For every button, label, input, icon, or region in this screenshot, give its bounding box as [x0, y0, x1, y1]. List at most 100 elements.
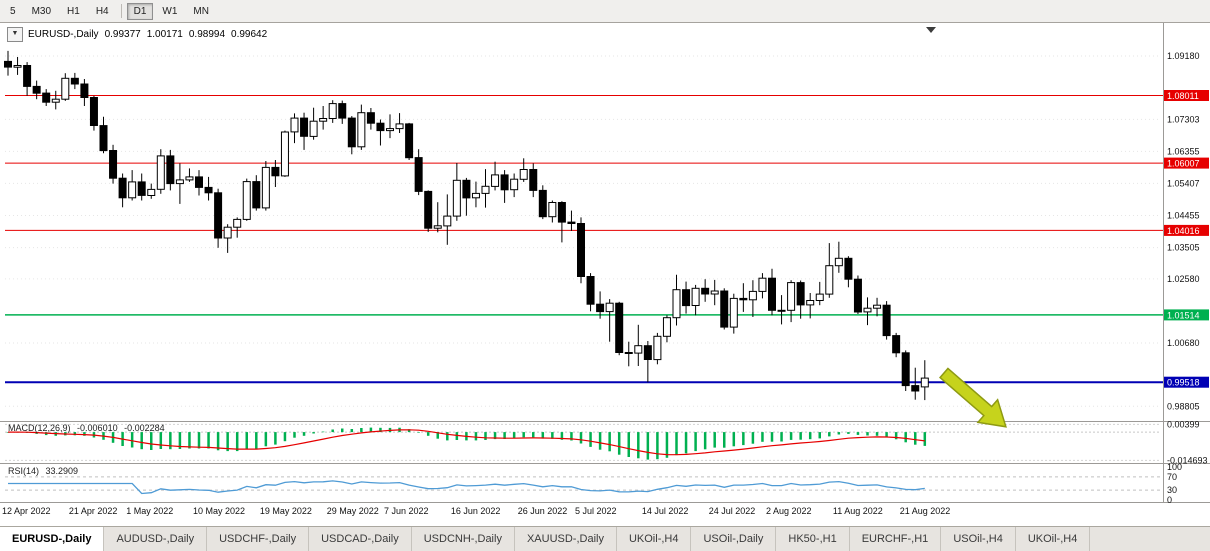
tab-xauusd-daily[interactable]: XAUUSD-,Daily — [514, 527, 617, 551]
tab-eurusd-daily[interactable]: EURUSD-,Daily — [0, 527, 105, 551]
date-axis-label: 21 Aug 2022 — [900, 506, 951, 516]
candle-body — [175, 179, 184, 185]
macd-histogram-bar — [235, 432, 239, 452]
one-click-trading-button[interactable]: ▼ — [7, 27, 23, 42]
candle-body — [166, 155, 175, 185]
macd-name: MACD(12,26,9) — [8, 423, 71, 433]
tab-ukoil-h4-2[interactable]: UKOil-,H4 — [1015, 527, 1091, 551]
date-axis-label: 24 Jul 2022 — [709, 506, 756, 516]
macd-histogram-bar — [178, 432, 182, 449]
tab-audusd-daily[interactable]: AUDUSD-,Daily — [104, 527, 208, 551]
date-axis-label: 29 May 2022 — [327, 506, 379, 516]
chart-panel[interactable]: 1.09180 1.07303 1.06355 1.05407 1.04455 1.035… — [0, 23, 1210, 527]
timeframe-toolbar: 5 M30 H1 H4 D1 W1 MN — [0, 0, 1210, 23]
resistance-price-tag — [1164, 90, 1209, 101]
candle-body — [873, 304, 882, 309]
candle-body — [720, 290, 729, 328]
timeframe-button-m30[interactable]: M30 — [31, 5, 52, 17]
date-axis-label: 19 May 2022 — [260, 506, 312, 516]
macd-histogram-bar — [274, 432, 277, 445]
date-axis-label: 5 Jul 2022 — [575, 506, 617, 516]
candle-body — [653, 335, 662, 361]
candle-body — [605, 302, 614, 313]
macd-histogram-bar — [83, 432, 86, 436]
date-axis-label: 12 Apr 2022 — [2, 506, 51, 516]
candle-body — [252, 181, 261, 209]
macd-histogram-bar — [446, 432, 449, 441]
candle-body — [834, 257, 843, 267]
candle-body — [328, 103, 337, 119]
price-axis-label: 1.05407 — [1167, 178, 1200, 188]
resistance-price-tag-label: 1.08011 — [1167, 91, 1199, 101]
macd-main-value: -0.006010 — [77, 423, 118, 433]
price-axis-label: 1.00680 — [1167, 338, 1200, 348]
candle-body — [357, 112, 366, 148]
timeframe-button-h4[interactable]: H4 — [95, 5, 109, 17]
chart-canvas[interactable]: 1.09180 1.07303 1.06355 1.05407 1.04455 1.035… — [0, 23, 1210, 527]
toolbar-separator — [120, 4, 122, 18]
macd-histogram-bar — [904, 432, 907, 443]
macd-histogram-bar — [150, 432, 153, 450]
macd-histogram-bar — [684, 432, 688, 454]
timeframe-button-d1[interactable]: D1 — [126, 2, 154, 20]
macd-histogram-bar — [541, 432, 545, 439]
candle-body — [777, 309, 786, 312]
tab-usdcnh-daily[interactable]: USDCNH-,Daily — [411, 527, 515, 551]
candle-body — [242, 181, 251, 220]
candle-body — [901, 352, 910, 387]
candle-body — [300, 117, 309, 137]
tab-eurchf-h1[interactable]: EURCHF-,H1 — [849, 527, 942, 551]
timeframe-button-h1[interactable]: H1 — [67, 5, 80, 17]
candle-body — [309, 120, 318, 137]
price-axis-label: 1.09180 — [1167, 51, 1200, 61]
tab-usdchf-daily[interactable]: USDCHF-,Daily — [207, 527, 310, 551]
macd-histogram-bar — [512, 432, 516, 439]
macd-histogram-bar — [847, 432, 850, 434]
macd-histogram-bar — [264, 432, 268, 447]
tab-ukoil-h4[interactable]: UKOil-,H4 — [616, 527, 692, 551]
macd-histogram-bar — [694, 432, 697, 452]
candle-body — [481, 185, 490, 194]
candle-body — [557, 202, 566, 223]
candle-body — [261, 166, 270, 209]
candle-body — [214, 192, 223, 239]
date-axis-label: 16 Jun 2022 — [451, 506, 501, 516]
tab-usdcad-daily[interactable]: USDCAD-,Daily — [309, 527, 412, 551]
candle-body — [156, 155, 165, 190]
candle-body — [758, 277, 767, 292]
rsi-indicator-label: RSI(14) 33.2909 — [8, 466, 82, 476]
timeframe-button-w1[interactable]: W1 — [162, 5, 178, 17]
price-axis-label: 1.03505 — [1167, 243, 1200, 253]
timeframe-button-mn[interactable]: MN — [193, 5, 209, 17]
sell-arrow-object[interactable] — [934, 362, 1016, 438]
candle-body — [147, 188, 156, 196]
price-axis-label: 1.07303 — [1167, 114, 1200, 124]
macd-histogram-bar — [360, 428, 363, 433]
timeframe-button-5[interactable]: 5 — [10, 5, 16, 17]
tab-usoil-daily[interactable]: USOil-,Daily — [691, 527, 777, 551]
support_blue-price-tag — [1164, 376, 1209, 388]
price-axis-label: 0.98805 — [1167, 401, 1200, 411]
candle-body — [529, 169, 538, 191]
candle-body — [882, 304, 891, 337]
candle-body — [137, 181, 146, 196]
ohlc-close: 0.99642 — [231, 29, 268, 40]
candle-body — [462, 179, 471, 199]
rsi-axis-label: 30 — [1167, 485, 1177, 495]
candle-body — [366, 112, 375, 124]
candle-body — [491, 174, 500, 187]
macd-histogram-bar — [875, 432, 879, 436]
candle-body — [414, 157, 423, 192]
candle-body — [710, 290, 719, 295]
tab-hk50-h1[interactable]: HK50-,H1 — [776, 527, 850, 551]
macd-histogram-bar — [675, 432, 678, 456]
macd-histogram-bar — [188, 432, 191, 449]
tab-usoil-h4[interactable]: USOil-,H4 — [941, 527, 1016, 551]
date-axis-label: 10 May 2022 — [193, 506, 245, 516]
candle-body — [452, 179, 461, 217]
macd-histogram-bar — [551, 432, 554, 439]
macd-histogram-bar — [894, 432, 898, 440]
resistance-price-tag-label: 1.04016 — [1167, 226, 1200, 236]
rsi-value: 33.2909 — [45, 466, 79, 476]
macd-histogram-bar — [656, 432, 659, 460]
